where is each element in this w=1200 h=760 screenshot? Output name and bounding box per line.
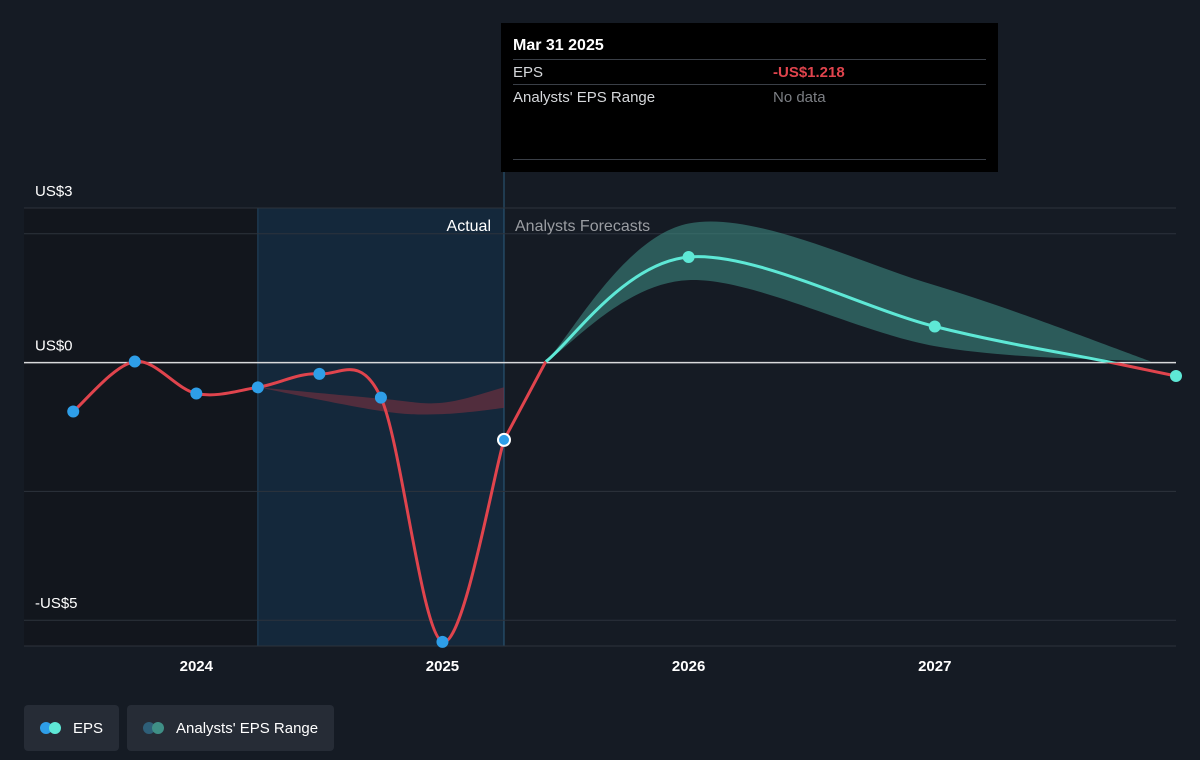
eps-actual-point-5 bbox=[374, 391, 387, 404]
legend-range-label: Analysts' EPS Range bbox=[176, 719, 319, 737]
y-tick-label-0: US$3 bbox=[35, 183, 73, 200]
eps-actual-point-2 bbox=[190, 387, 203, 400]
legend: EPS Analysts' EPS Range bbox=[24, 705, 335, 751]
eps-forecast-point-1 bbox=[928, 320, 941, 333]
eps-actual-point-3 bbox=[251, 381, 264, 394]
eps-actual-point-1 bbox=[128, 355, 141, 368]
tooltip-range-value: No data bbox=[773, 89, 826, 106]
tooltip-divider bbox=[513, 159, 986, 160]
eps-chart: US$3 US$0 -US$5 2024 2025 2026 2027 Actual Analy… bbox=[24, 172, 1182, 675]
legend-eps-swatch bbox=[40, 722, 62, 734]
tooltip-eps-label: EPS bbox=[513, 64, 544, 81]
background-layer bbox=[24, 172, 505, 646]
actual-label: Actual bbox=[447, 218, 491, 235]
grid-layer bbox=[24, 207, 1176, 647]
x-tick-label-3: 2027 bbox=[918, 658, 951, 675]
tooltip-range-label: Analysts' EPS Range bbox=[513, 89, 656, 106]
tooltip-row-range: Analysts' EPS Range No data bbox=[513, 84, 986, 110]
eps-forecast-line bbox=[544, 255, 1120, 363]
eps-actual-point-6 bbox=[436, 635, 449, 648]
marker-layer bbox=[67, 250, 1182, 648]
y-tick-label-1: US$0 bbox=[35, 338, 73, 355]
pre-actual-region bbox=[24, 208, 258, 646]
tooltip-row-eps: EPS -US$1.218 bbox=[513, 59, 986, 85]
eps-forecast-point-0 bbox=[682, 250, 695, 263]
x-tick-label-1: 2025 bbox=[426, 658, 459, 675]
legend-item-eps[interactable]: EPS bbox=[24, 705, 120, 751]
eps-forecast-point-2 bbox=[1170, 369, 1182, 382]
legend-item-eps-range[interactable]: Analysts' EPS Range bbox=[127, 705, 335, 751]
eps-bridge-line bbox=[502, 360, 548, 441]
actual-region bbox=[257, 208, 504, 646]
highlighted-point bbox=[497, 432, 511, 447]
forecast-range-band bbox=[545, 221, 1152, 362]
forecast-label: Analysts Forecasts bbox=[515, 218, 650, 235]
eps-actual-point-4 bbox=[313, 367, 326, 380]
tooltip: Mar 31 2025 EPS -US$1.218 Analysts' EPS … bbox=[501, 23, 998, 172]
x-tick-label-2: 2026 bbox=[672, 658, 705, 675]
legend-range-swatch bbox=[143, 722, 165, 734]
label-layer: US$3 US$0 -US$5 2024 2025 2026 2027 Actual Analy… bbox=[35, 183, 951, 675]
y-tick-label-2: -US$5 bbox=[35, 595, 78, 612]
legend-eps-label: EPS bbox=[73, 719, 104, 737]
x-tick-label-0: 2024 bbox=[180, 658, 214, 675]
eps-actual-point-0 bbox=[67, 405, 80, 418]
tooltip-eps-value: -US$1.218 bbox=[773, 64, 845, 81]
tooltip-date: Mar 31 2025 bbox=[513, 37, 604, 54]
